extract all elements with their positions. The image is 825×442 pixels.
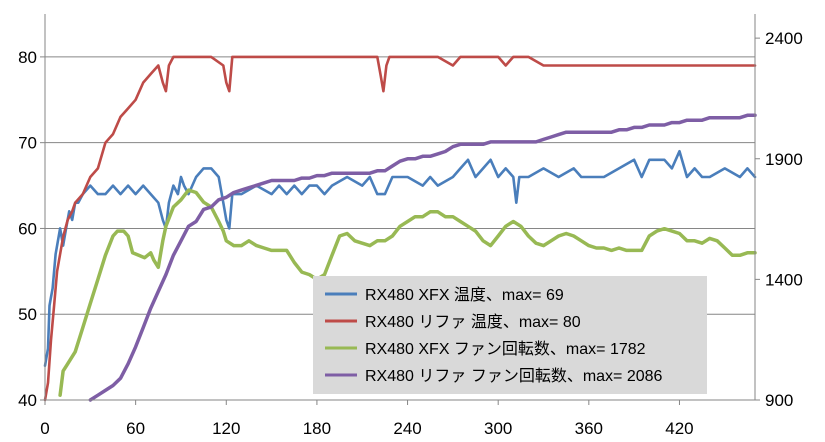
y-left-tick-label: 70 xyxy=(18,134,37,153)
y-left-tick-label: 50 xyxy=(18,305,37,324)
x-tick-label: 360 xyxy=(575,419,603,438)
legend-label-2: RX480 リファ 温度、max= 80 xyxy=(365,313,581,331)
series-line-1 xyxy=(43,149,757,368)
legend-label-4: RX480 リファ ファン回転数、max= 2086 xyxy=(365,367,663,385)
legend-label-3: RX480 XFX ファン回転数、max= 1782 xyxy=(365,340,646,358)
x-tick-label: 180 xyxy=(303,419,331,438)
y-left-tick-label: 60 xyxy=(18,219,37,238)
y-right-tick-label: 900 xyxy=(765,391,793,410)
series-line-3 xyxy=(58,188,757,397)
x-tick-label: 300 xyxy=(484,419,512,438)
legend-box xyxy=(313,276,707,394)
x-tick-label: 120 xyxy=(212,419,240,438)
legend: RX480 XFX 温度、max= 69 RX480 リファ 温度、max= 80… xyxy=(313,276,707,394)
y-left-tick-label: 80 xyxy=(18,48,37,67)
series-line-2 xyxy=(43,55,757,402)
y-left-tick-label: 40 xyxy=(18,391,37,410)
x-tick-label: 240 xyxy=(393,419,421,438)
axes: 40 50 60 70 80 900 1400 1900 2400 0 60 120 180 240 300… xyxy=(18,14,803,438)
series-line-4 xyxy=(88,113,757,402)
x-tick-label: 60 xyxy=(126,419,145,438)
y-right-tick-label: 1900 xyxy=(765,150,803,169)
y-right-tick-label: 1400 xyxy=(765,270,803,289)
x-tick-label: 420 xyxy=(665,419,693,438)
legend-label-1: RX480 XFX 温度、max= 69 xyxy=(365,286,564,304)
y-right-tick-label: 2400 xyxy=(765,29,803,48)
x-tick-label: 0 xyxy=(40,419,49,438)
series-group xyxy=(43,55,757,402)
